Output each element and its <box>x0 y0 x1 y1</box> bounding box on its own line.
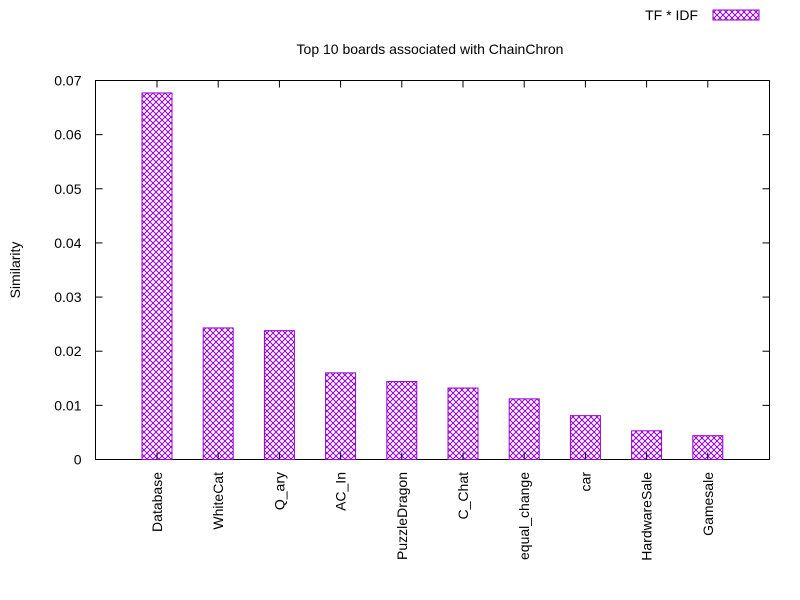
bar-equal-change <box>509 399 539 460</box>
chart-title: Top 10 boards associated with ChainChron <box>297 41 564 57</box>
legend-swatch <box>713 10 759 20</box>
bar-database <box>142 93 172 460</box>
bars <box>142 93 723 460</box>
bar-puzzledragon <box>387 382 417 460</box>
legend: TF * IDF <box>645 7 759 23</box>
x-tick-label: Gamesale <box>700 472 716 536</box>
y-tick-label: 0.01 <box>54 397 81 413</box>
bar-ac-in <box>326 373 356 460</box>
x-tick-label: WhiteCat <box>210 472 226 530</box>
y-tick-label: 0.03 <box>54 289 81 305</box>
x-tick-label: AC_In <box>333 472 349 511</box>
y-tick-label: 0.06 <box>54 127 81 143</box>
y-axis-label: Similarity <box>7 242 23 299</box>
y-tick-label: 0.05 <box>54 181 81 197</box>
bar-c-chat <box>448 388 478 459</box>
y-tick-label: 0 <box>74 452 82 468</box>
x-tick-label: PuzzleDragon <box>394 472 410 560</box>
x-tick-label: C_Chat <box>455 472 471 520</box>
plot-frame <box>96 81 770 460</box>
y-tick-label: 0.04 <box>54 235 81 251</box>
x-axis-tick-labels: Database WhiteCat Q_ary AC_In PuzzleDragon C_… <box>149 81 716 561</box>
x-tick-label: HardwareSale <box>639 472 655 561</box>
x-tick-label: car <box>577 472 593 492</box>
bar-q-ary <box>264 331 294 460</box>
x-tick-label: Database <box>149 472 165 532</box>
y-tick-label: 0.07 <box>54 73 81 89</box>
y-tick-label: 0.02 <box>54 343 81 359</box>
bar-whitecat <box>203 328 233 460</box>
legend-label: TF * IDF <box>645 7 698 23</box>
x-tick-label: Q_ary <box>271 472 287 510</box>
x-tick-label: equal_change <box>516 472 532 560</box>
